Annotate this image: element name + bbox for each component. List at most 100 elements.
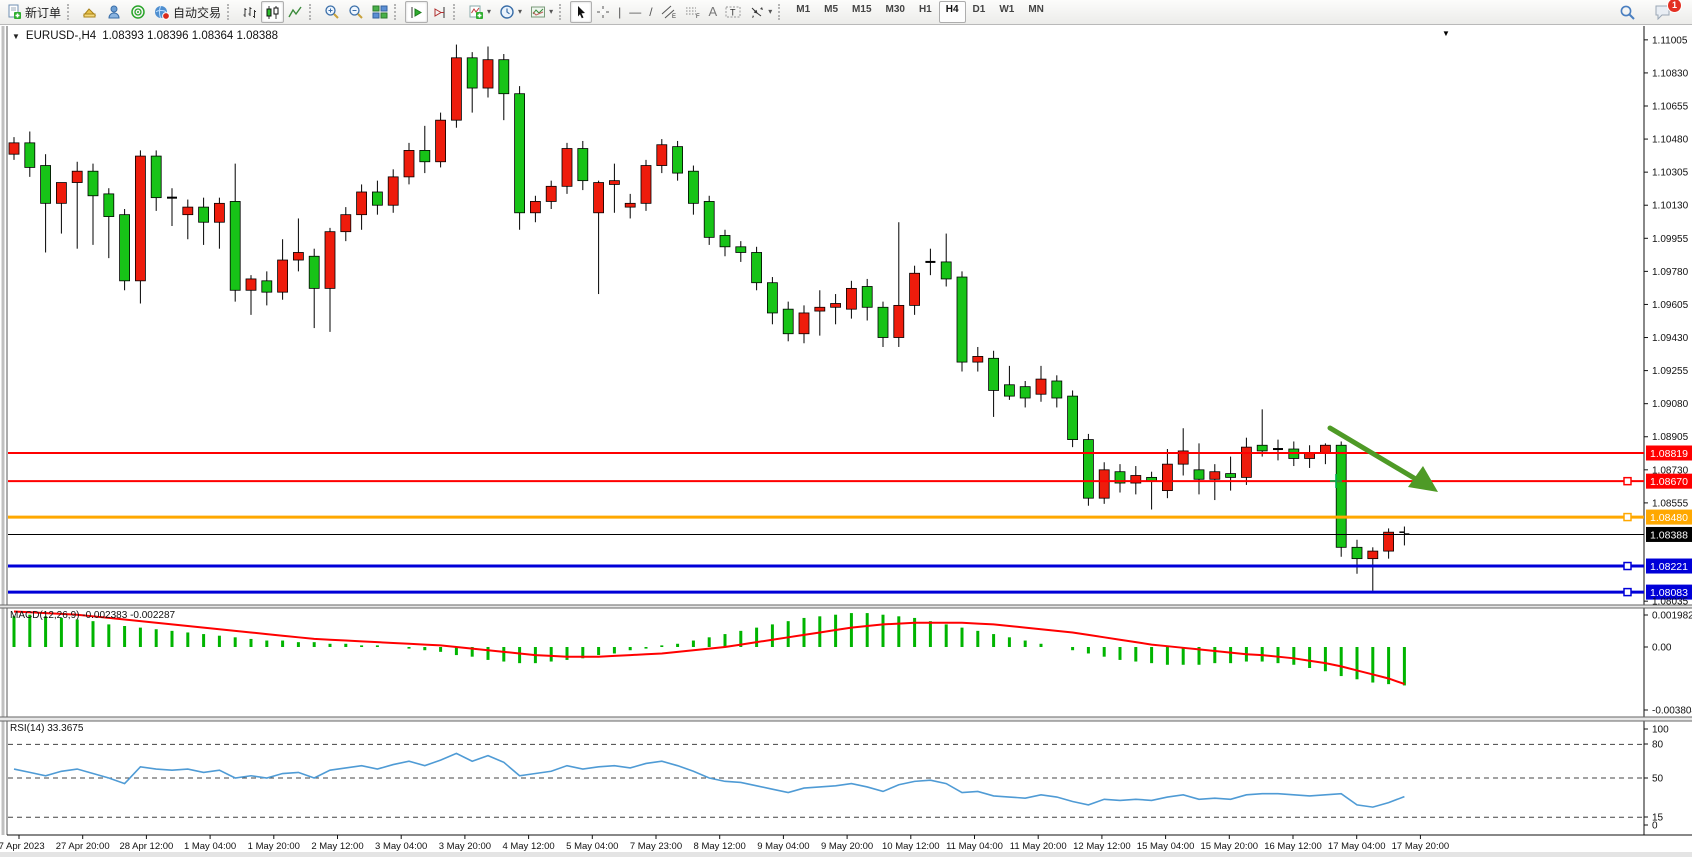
svg-text:1.09780: 1.09780 — [1652, 267, 1689, 278]
svg-text:1.10305: 1.10305 — [1652, 168, 1689, 179]
price-badge-text: 1.08480 — [1650, 512, 1688, 524]
chart-ohlc-values: 1.08393 1.08396 1.08364 1.08388 — [102, 30, 279, 42]
price-badge — [1646, 445, 1692, 461]
navigator-button[interactable] — [126, 1, 150, 23]
vertical-line-tool-button[interactable]: | — [614, 1, 625, 23]
auto-scroll-button[interactable] — [405, 1, 429, 23]
time-axis[interactable]: 27 Apr 2023 27 Apr 20:00 28 Apr 12:00 1 May… — [0, 835, 1449, 852]
text-label-icon: T — [725, 6, 741, 18]
indicator-axis[interactable]: 0.001982 0.00 -0.003804 100 80 50 150 — [1644, 611, 1692, 832]
crosshair-tool-button[interactable] — [592, 1, 614, 23]
price-badge — [1646, 526, 1692, 542]
chart-window[interactable]: ▼ EURUSD-,H4 1.08393 1.08396 1.08364 1.0… — [0, 25, 1692, 857]
indicators-icon — [469, 5, 484, 19]
community-chat-button[interactable]: 1 — [1650, 0, 1682, 23]
svg-text:1.10130: 1.10130 — [1652, 201, 1689, 212]
chat-badge: 1 — [1667, 0, 1682, 13]
template-icon — [531, 6, 546, 18]
cursor-tool-button[interactable] — [570, 1, 593, 23]
trendline-tool-button[interactable]: / — [645, 1, 656, 23]
arrows-tool-button[interactable]: ▾ — [745, 1, 776, 23]
timeframe-button-mn[interactable]: MN — [1028, 4, 1044, 15]
horizontal-line-1.08083[interactable]: 1.08083 — [8, 584, 1692, 600]
text-label-tool-button[interactable]: T — [721, 1, 745, 23]
horizontal-line-1.08480[interactable]: 1.08480 — [8, 509, 1692, 525]
periods-button[interactable]: ▾ — [495, 1, 526, 23]
templates-button[interactable]: ▾ — [526, 1, 557, 23]
price-badge-text: 1.08670 — [1650, 476, 1688, 488]
indicators-button[interactable]: ▾ — [464, 1, 495, 23]
search-button[interactable] — [1615, 1, 1640, 23]
macd-indicator-label: MACD(12,26,9) -0.002383 -0.002287 — [10, 610, 176, 621]
rsi-indicator-label: RSI(14) 33.3675 — [10, 723, 84, 734]
candlestick-series — [8, 44, 1410, 591]
svg-text:1.10480: 1.10480 — [1652, 135, 1689, 146]
horizontal-line-1.08388[interactable]: 1.08388 — [8, 526, 1692, 542]
line-handle[interactable] — [1623, 476, 1632, 486]
tile-windows-icon — [372, 5, 388, 19]
zoom-in-button[interactable] — [320, 1, 344, 23]
svg-text:100: 100 — [1652, 725, 1669, 736]
svg-text:1.08730: 1.08730 — [1652, 465, 1689, 476]
zoom-out-icon — [349, 5, 363, 19]
timeframe-button-h4[interactable]: H4 — [938, 1, 966, 23]
tile-windows-button[interactable] — [368, 1, 392, 23]
zoom-out-button[interactable] — [344, 1, 368, 23]
timeframe-button-h1[interactable]: H1 — [918, 4, 932, 15]
horizontal-line-1.08221[interactable]: 1.08221 — [8, 558, 1692, 574]
svg-text:7 May 23:00: 7 May 23:00 — [630, 841, 682, 852]
market-watch-button[interactable] — [78, 1, 102, 23]
line-chart-mode-button[interactable] — [284, 1, 307, 23]
rsi-level-lines — [8, 743, 1644, 818]
price-badge-text: 1.08819 — [1650, 448, 1688, 460]
dropdown-caret-icon: ▾ — [768, 7, 773, 16]
svg-text:1.10830: 1.10830 — [1652, 68, 1689, 79]
channel-tool-button[interactable]: E — [657, 1, 681, 23]
line-handle[interactable] — [1623, 512, 1632, 522]
scroll-to-end-icon[interactable]: ▼ — [1442, 29, 1450, 38]
arrows-icon — [751, 7, 764, 18]
svg-text:1.09255: 1.09255 — [1652, 366, 1689, 377]
timeframe-button-d1[interactable]: D1 — [972, 4, 986, 15]
price-axis[interactable]: 1.11005 1.10830 1.10655 1.10480 1.10305 1.101… — [1644, 35, 1689, 608]
price-badge-text: 1.08083 — [1650, 587, 1688, 599]
candlestick-icon — [266, 5, 279, 19]
bar-chart-mode-button[interactable] — [238, 1, 261, 23]
chart-title: ▼ EURUSD-,H4 1.08393 1.08396 1.08364 1.0… — [12, 30, 278, 42]
svg-text:T: T — [730, 8, 736, 18]
toolbar-separator — [559, 4, 566, 20]
search-icon — [1620, 5, 1635, 20]
timeframe-button-m15[interactable]: M15 — [852, 4, 872, 15]
svg-text:1.08035: 1.08035 — [1652, 597, 1689, 608]
rsi-line — [13, 752, 1405, 808]
toolbar-separator — [67, 4, 74, 20]
timeframe-button-w1[interactable]: W1 — [999, 4, 1015, 15]
svg-text:F: F — [696, 14, 700, 19]
timeframe-button-m5[interactable]: M5 — [824, 4, 839, 15]
collapse-ohlc-icon[interactable]: ▼ — [12, 31, 20, 41]
svg-text:8 May 12:00: 8 May 12:00 — [694, 841, 746, 852]
svg-text:10 May 12:00: 10 May 12:00 — [882, 841, 940, 852]
chart-shift-button[interactable] — [428, 1, 451, 23]
text-tool-button[interactable]: A — [705, 1, 722, 23]
horizontal-line-tool-button[interactable]: — — [625, 1, 645, 23]
timeframe-button-m1[interactable]: M1 — [796, 4, 811, 15]
auto-trading-button[interactable]: 自动交易 — [150, 1, 225, 23]
line-handle[interactable] — [1623, 561, 1632, 571]
toolbar-separator — [778, 4, 785, 20]
svg-text:15: 15 — [1652, 813, 1664, 824]
line-handle[interactable] — [1623, 587, 1632, 597]
timeframe-button-m30[interactable]: M30 — [885, 4, 905, 15]
fibonacci-tool-button[interactable]: F — [681, 1, 705, 23]
chart-symbol-period: EURUSD-,H4 — [25, 30, 97, 42]
new-order-icon — [8, 4, 21, 19]
horizontal-line-1.08670[interactable]: 1.08670 — [8, 473, 1692, 489]
candlestick-mode-button[interactable] — [261, 1, 285, 23]
trend-arrow-annotation[interactable] — [1327, 425, 1438, 492]
svg-text:0.001982: 0.001982 — [1652, 611, 1692, 622]
data-window-button[interactable] — [102, 1, 126, 23]
new-order-button[interactable]: 新订单 — [2, 1, 65, 23]
svg-text:15 May 20:00: 15 May 20:00 — [1201, 841, 1259, 852]
price-badge — [1646, 473, 1692, 489]
